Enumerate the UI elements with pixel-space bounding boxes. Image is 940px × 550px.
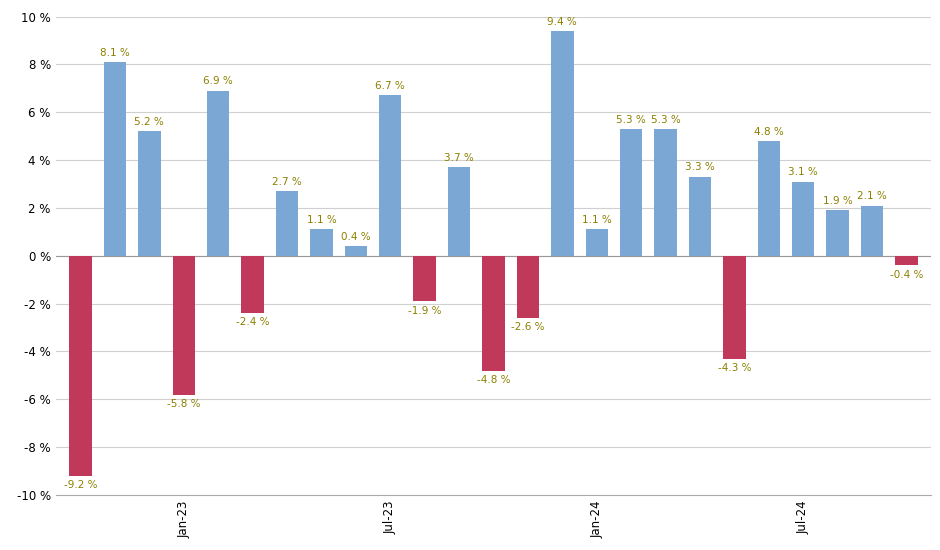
Text: 3.3 %: 3.3 % — [685, 162, 715, 173]
Bar — [654, 129, 677, 256]
Text: 1.1 %: 1.1 % — [306, 215, 337, 225]
Bar — [826, 210, 849, 256]
Text: 5.3 %: 5.3 % — [617, 114, 646, 125]
Text: -4.8 %: -4.8 % — [477, 375, 510, 385]
Bar — [414, 256, 436, 301]
Text: 3.7 %: 3.7 % — [445, 153, 474, 163]
Text: 2.7 %: 2.7 % — [272, 177, 302, 187]
Bar — [895, 256, 917, 265]
Text: 3.1 %: 3.1 % — [789, 167, 818, 177]
Text: 5.2 %: 5.2 % — [134, 117, 164, 127]
Text: 6.7 %: 6.7 % — [375, 81, 405, 91]
Text: 6.9 %: 6.9 % — [203, 76, 233, 86]
Bar — [138, 131, 161, 256]
Bar — [379, 96, 401, 256]
Text: -5.8 %: -5.8 % — [167, 399, 200, 409]
Bar — [70, 256, 92, 476]
Bar — [517, 256, 540, 318]
Bar — [758, 141, 780, 256]
Bar — [620, 129, 642, 256]
Text: 9.4 %: 9.4 % — [547, 16, 577, 26]
Bar — [242, 256, 264, 313]
Text: -4.3 %: -4.3 % — [717, 363, 751, 373]
Text: 0.4 %: 0.4 % — [341, 232, 370, 242]
Bar — [310, 229, 333, 256]
Text: 2.1 %: 2.1 % — [857, 191, 887, 201]
Bar — [586, 229, 608, 256]
Text: -9.2 %: -9.2 % — [64, 480, 97, 490]
Bar — [792, 182, 814, 256]
Bar — [345, 246, 367, 256]
Bar — [207, 91, 229, 256]
Bar — [173, 256, 195, 394]
Text: -0.4 %: -0.4 % — [890, 270, 923, 279]
Text: 1.1 %: 1.1 % — [582, 215, 612, 225]
Bar — [103, 62, 126, 256]
Text: -1.9 %: -1.9 % — [408, 305, 442, 316]
Bar — [275, 191, 298, 256]
Text: 8.1 %: 8.1 % — [100, 48, 130, 58]
Text: -2.6 %: -2.6 % — [511, 322, 544, 332]
Bar — [482, 256, 505, 371]
Bar — [861, 206, 884, 256]
Bar — [689, 177, 712, 256]
Bar — [447, 167, 470, 256]
Bar — [551, 31, 573, 256]
Bar — [723, 256, 745, 359]
Text: 4.8 %: 4.8 % — [754, 126, 784, 136]
Text: 1.9 %: 1.9 % — [822, 196, 853, 206]
Text: -2.4 %: -2.4 % — [236, 317, 270, 327]
Text: 5.3 %: 5.3 % — [650, 114, 681, 125]
